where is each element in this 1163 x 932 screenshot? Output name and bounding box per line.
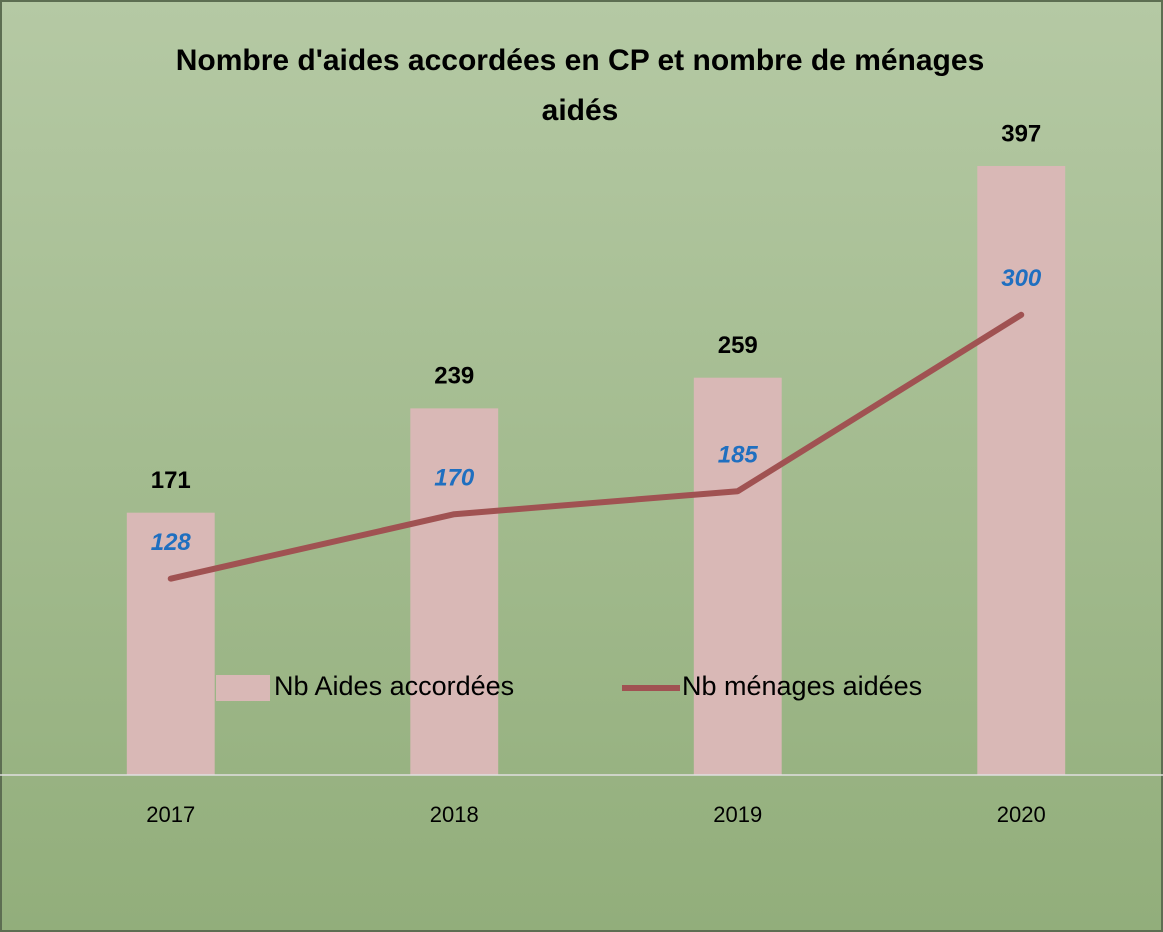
x-tick-label: 2020 <box>997 802 1046 827</box>
bar <box>977 166 1066 775</box>
bar-value-label: 171 <box>151 467 191 494</box>
bar <box>410 408 499 775</box>
bar <box>126 512 215 775</box>
x-tick-label: 2019 <box>713 802 762 827</box>
line-value-label: 185 <box>718 442 759 469</box>
bar <box>693 377 782 775</box>
chart-title: Nombre d'aides accordées en CP et nombre… <box>175 44 985 127</box>
bar-value-label: 239 <box>434 363 474 390</box>
legend-swatch <box>216 675 270 701</box>
line-series <box>167 311 1025 582</box>
bar-value-label: 397 <box>1001 120 1041 147</box>
bar-value-label: 259 <box>718 332 758 359</box>
line-value-label: 128 <box>151 529 192 556</box>
legend-label: Nb ménages aidées <box>682 671 922 701</box>
line-value-label: 300 <box>1001 265 1042 292</box>
x-tick-label: 2017 <box>146 802 195 827</box>
legend-label: Nb Aides accordées <box>274 671 514 701</box>
x-tick-label: 2018 <box>430 802 479 827</box>
line-value-label: 170 <box>434 465 475 492</box>
